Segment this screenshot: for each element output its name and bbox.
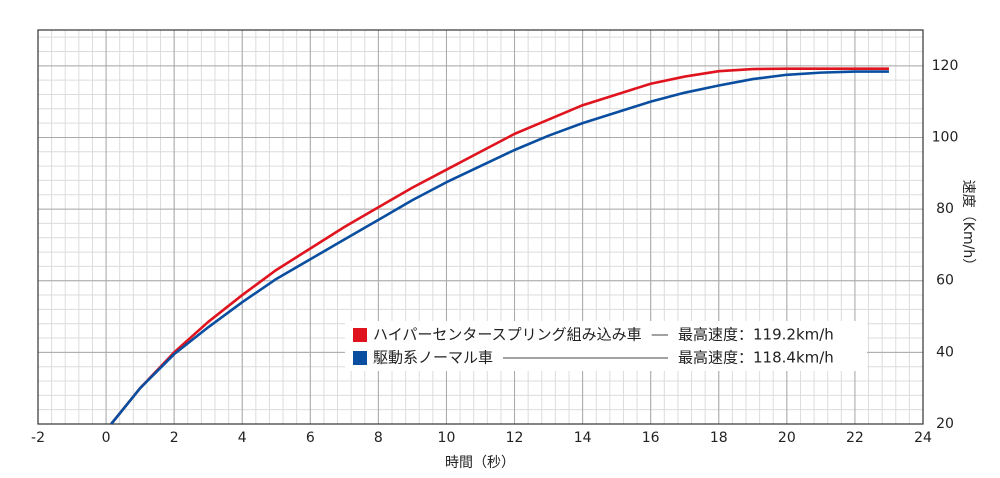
x-tick-label: 4 <box>238 430 247 446</box>
x-tick-label: 24 <box>914 430 932 446</box>
x-tick-label: 14 <box>574 430 592 446</box>
series-line <box>110 67 889 425</box>
y-tick-label: 40 <box>936 344 954 360</box>
x-tick-label: 12 <box>506 430 524 446</box>
x-tick-label: 2 <box>170 430 179 446</box>
legend-label: ハイパーセンタースプリング組み込み車 <box>373 326 642 344</box>
legend-note: 最高速度：119.2km/h <box>678 326 834 344</box>
legend: ハイパーセンタースプリング組み込み車 最高速度：119.2km/h 駆動系ノーマル車… <box>345 321 867 371</box>
y-axis-label: 速度（Km/h） <box>960 180 976 272</box>
plot-border <box>37 29 924 425</box>
x-tick-label: 10 <box>438 430 456 446</box>
legend-note: 最高速度：118.4km/h <box>678 349 834 367</box>
x-tick-label: 22 <box>846 430 864 446</box>
legend-box <box>345 321 867 371</box>
x-tick-label: 20 <box>778 430 796 446</box>
x-tick-label: 16 <box>642 430 660 446</box>
legend-label: 駆動系ノーマル車 <box>373 349 493 367</box>
y-tick-label: 20 <box>936 416 954 432</box>
x-tick-label: 8 <box>374 430 383 446</box>
legend-swatch <box>353 351 367 365</box>
y-tick-label: 80 <box>936 201 954 217</box>
x-tick-label: 0 <box>102 430 111 446</box>
y-tick-label: 120 <box>932 58 959 74</box>
series-line <box>110 70 889 425</box>
x-axis-label: 時間（秒） <box>445 455 515 471</box>
x-tick-label: -2 <box>31 430 45 446</box>
x-tick-label: 18 <box>710 430 728 446</box>
legend-swatch <box>353 328 367 342</box>
y-tick-label: 100 <box>932 129 959 145</box>
y-tick-label: 60 <box>936 273 954 289</box>
x-tick-label: 6 <box>306 430 315 446</box>
